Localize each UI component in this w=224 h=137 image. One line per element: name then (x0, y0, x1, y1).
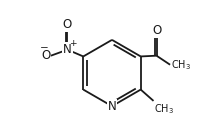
Text: O: O (63, 18, 72, 31)
Text: +: + (69, 39, 77, 48)
Text: N: N (63, 43, 72, 56)
Text: −: − (40, 43, 49, 53)
Text: O: O (41, 49, 50, 62)
Text: CH$_3$: CH$_3$ (171, 58, 191, 72)
Text: O: O (152, 24, 161, 37)
Text: N: N (108, 100, 116, 113)
Text: CH$_3$: CH$_3$ (154, 102, 174, 116)
